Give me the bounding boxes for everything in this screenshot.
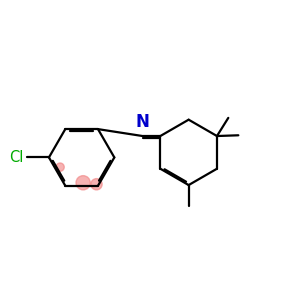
- Circle shape: [91, 178, 102, 190]
- Circle shape: [76, 176, 90, 190]
- Text: Cl: Cl: [9, 150, 23, 165]
- Text: N: N: [136, 113, 149, 131]
- Circle shape: [56, 163, 64, 171]
